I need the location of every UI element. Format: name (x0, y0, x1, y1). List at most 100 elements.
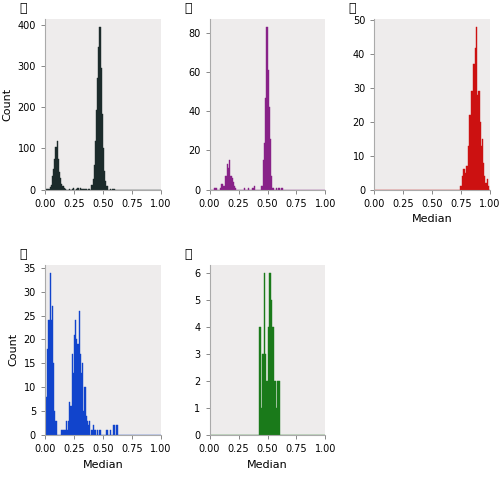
Bar (270, 139, 271, 190)
Bar (262, 185, 263, 190)
Bar (254, 185, 255, 190)
Text: Ⓒ: Ⓒ (348, 2, 356, 15)
Bar (62, 430, 64, 435)
Bar (268, 108, 270, 190)
X-axis label: Median: Median (247, 459, 288, 469)
Bar (260, 185, 262, 190)
Bar (82, 363, 83, 435)
Bar (483, 163, 484, 190)
Bar (472, 65, 474, 190)
Bar (100, 68, 102, 190)
Bar (104, 172, 106, 190)
Bar (476, 27, 478, 190)
Bar (106, 186, 108, 190)
Bar (70, 406, 72, 435)
Bar (84, 387, 86, 435)
Bar (92, 425, 94, 435)
Bar (80, 354, 81, 435)
Bar (222, 184, 224, 190)
Bar (76, 339, 78, 435)
Bar (58, 159, 59, 190)
Bar (61, 430, 62, 435)
Bar (110, 430, 111, 435)
Bar (78, 311, 80, 435)
Bar (244, 187, 246, 190)
Bar (67, 430, 68, 435)
Bar (64, 430, 66, 435)
Bar (475, 47, 476, 190)
Bar (81, 373, 82, 435)
Bar (88, 425, 89, 435)
Bar (52, 306, 53, 435)
Bar (83, 411, 84, 435)
Bar (484, 176, 486, 190)
Bar (94, 430, 95, 435)
Bar (272, 327, 274, 435)
Bar (278, 381, 279, 435)
Bar (46, 397, 48, 435)
Bar (89, 421, 90, 435)
Bar (51, 185, 52, 190)
Bar (226, 176, 227, 190)
Bar (232, 182, 234, 190)
Bar (262, 354, 263, 435)
Text: Ⓔ: Ⓔ (184, 248, 192, 261)
Bar (117, 425, 118, 435)
Bar (73, 188, 74, 190)
Bar (248, 187, 249, 190)
Bar (468, 146, 469, 190)
Bar (53, 363, 54, 435)
Bar (467, 166, 468, 190)
Bar (72, 189, 73, 190)
Bar (214, 187, 216, 190)
Bar (81, 189, 82, 190)
Bar (97, 78, 98, 190)
Text: Ⓓ: Ⓓ (20, 248, 27, 261)
Bar (45, 425, 46, 435)
Y-axis label: Count: Count (8, 333, 18, 366)
Bar (279, 187, 280, 190)
Bar (68, 421, 70, 435)
Bar (97, 430, 98, 435)
Bar (103, 148, 104, 190)
Bar (60, 178, 61, 190)
Bar (277, 381, 278, 435)
Bar (74, 335, 75, 435)
Bar (59, 172, 60, 190)
Bar (266, 381, 268, 435)
Bar (460, 186, 461, 190)
Bar (478, 91, 480, 190)
Bar (461, 186, 462, 190)
Bar (54, 159, 56, 190)
Bar (53, 169, 54, 190)
Bar (264, 142, 265, 190)
Bar (469, 115, 470, 190)
Bar (228, 168, 230, 190)
Bar (221, 184, 222, 190)
Bar (230, 176, 232, 190)
Bar (52, 176, 53, 190)
Bar (271, 300, 272, 435)
Bar (252, 187, 254, 190)
Bar (86, 421, 88, 435)
Bar (227, 164, 228, 190)
Bar (73, 373, 74, 435)
Bar (102, 114, 103, 190)
Bar (92, 179, 94, 190)
Bar (72, 354, 73, 435)
Text: Ⓑ: Ⓑ (184, 2, 192, 15)
Bar (51, 320, 52, 435)
Bar (265, 354, 266, 435)
Bar (480, 146, 482, 190)
Bar (224, 176, 226, 190)
Bar (75, 320, 76, 435)
Y-axis label: Count: Count (2, 88, 12, 121)
Bar (488, 186, 489, 190)
Bar (89, 189, 90, 190)
Bar (48, 320, 50, 435)
Bar (61, 184, 62, 190)
Bar (234, 185, 235, 190)
Bar (268, 272, 270, 435)
Bar (279, 381, 280, 435)
Bar (263, 354, 264, 435)
